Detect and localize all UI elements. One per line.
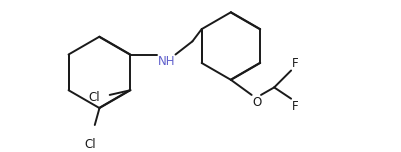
Text: Cl: Cl: [84, 138, 96, 151]
Text: O: O: [253, 96, 262, 109]
Text: F: F: [292, 57, 299, 70]
Text: F: F: [292, 100, 299, 113]
Text: NH: NH: [158, 55, 175, 68]
Text: Cl: Cl: [89, 91, 100, 104]
